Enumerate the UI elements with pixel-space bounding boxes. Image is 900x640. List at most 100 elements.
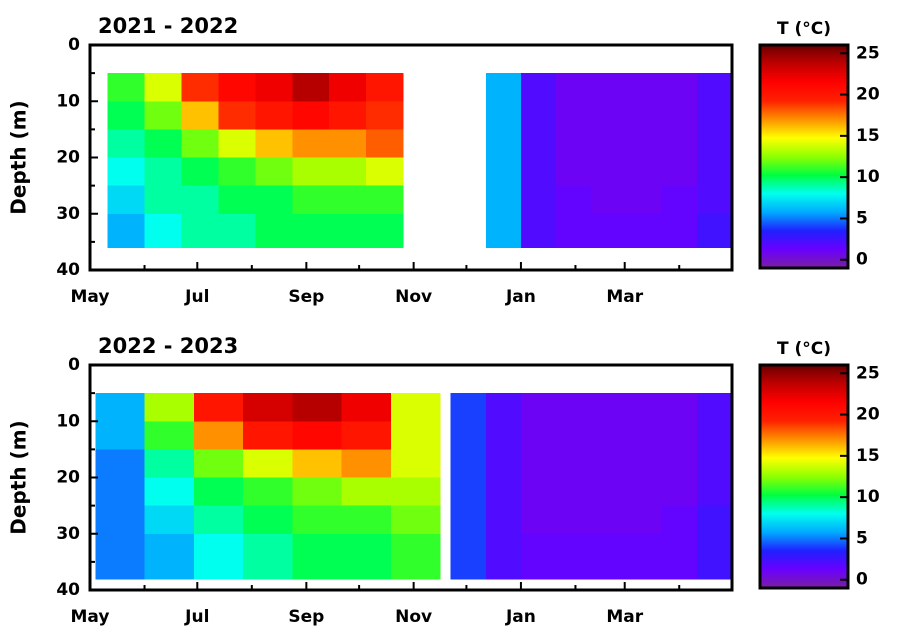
heat-cell xyxy=(107,101,146,130)
heat-cell xyxy=(661,533,698,580)
heat-cell xyxy=(390,533,441,580)
heat-cell xyxy=(520,449,557,478)
x-tick-label: Mar xyxy=(606,287,643,307)
x-tick-label: Mar xyxy=(606,607,643,627)
colorbar-tick-label: 20 xyxy=(856,85,880,105)
heat-cell xyxy=(144,477,195,507)
heat-cell xyxy=(366,157,404,187)
heat-cell xyxy=(485,505,522,535)
heat-cell xyxy=(329,185,367,215)
heat-cell xyxy=(144,533,195,580)
colorbar-tick-label: 5 xyxy=(856,208,868,228)
heat-cell xyxy=(292,449,343,478)
colorbar-tick-label: 25 xyxy=(856,363,880,383)
heat-cell xyxy=(144,449,195,478)
heat-cell xyxy=(661,393,698,422)
heat-cell xyxy=(696,477,733,507)
colorbar-label: T (°C) xyxy=(777,19,831,39)
heat-cell xyxy=(193,449,244,478)
heat-cell xyxy=(243,533,293,580)
heat-cell xyxy=(591,185,627,215)
heat-cell xyxy=(255,73,293,102)
heat-cell xyxy=(661,477,698,507)
heat-cell xyxy=(556,185,592,215)
heat-cell xyxy=(520,129,557,158)
y-tick-label: 40 xyxy=(56,260,80,280)
heat-cell xyxy=(144,213,182,248)
y-tick-label: 20 xyxy=(56,148,80,168)
heat-cell xyxy=(485,477,522,507)
heat-cell xyxy=(626,533,663,580)
heat-cell xyxy=(556,449,592,478)
heat-cell xyxy=(556,129,592,158)
heat-cell xyxy=(485,185,522,215)
y-tick-label: 30 xyxy=(56,204,80,224)
heat-cell xyxy=(485,421,522,450)
heat-cell xyxy=(95,533,146,580)
heat-cell xyxy=(181,101,219,130)
heat-cell xyxy=(341,505,392,535)
heat-cell xyxy=(485,393,522,422)
heat-cell xyxy=(661,505,698,535)
heat-cell xyxy=(390,421,441,450)
heat-cell xyxy=(193,533,244,580)
heat-cell xyxy=(243,477,293,507)
heat-cell xyxy=(292,185,330,215)
heat-cell xyxy=(341,533,392,580)
colorbar-tick-label: 10 xyxy=(856,167,880,187)
colorbar-tick-label: 0 xyxy=(856,250,868,270)
heat-cell xyxy=(193,393,244,422)
heat-cell xyxy=(193,421,244,450)
heat-cell xyxy=(107,129,146,158)
x-tick-label: Jan xyxy=(505,287,536,307)
heat-cell xyxy=(696,157,733,187)
colorbar-tick-label: 0 xyxy=(856,570,868,590)
heat-cell xyxy=(591,393,627,422)
heat-cell xyxy=(556,213,592,248)
panel-title: 2022 - 2023 xyxy=(98,334,238,358)
heat-cell xyxy=(591,73,627,102)
heat-cell xyxy=(696,101,733,130)
heat-cell xyxy=(591,477,627,507)
heat-cell xyxy=(520,213,557,248)
heat-cell xyxy=(450,421,487,450)
heat-cell xyxy=(450,449,487,478)
heat-cell xyxy=(144,157,182,187)
heat-cell xyxy=(696,213,733,248)
heat-cell xyxy=(696,421,733,450)
colorbar-tick-label: 15 xyxy=(856,126,880,146)
heat-cell xyxy=(556,393,592,422)
heat-cell xyxy=(341,393,392,422)
heat-cell xyxy=(626,213,663,248)
heat-cell xyxy=(292,73,330,102)
y-axis-label: Depth (m) xyxy=(7,100,31,214)
heat-cell xyxy=(450,477,487,507)
heat-cell xyxy=(591,505,627,535)
heat-cell xyxy=(218,73,256,102)
heat-cell xyxy=(107,213,146,248)
y-tick-label: 0 xyxy=(68,35,80,55)
heat-cell xyxy=(556,421,592,450)
heat-cell xyxy=(591,213,627,248)
heat-cell xyxy=(255,185,293,215)
heat-cell xyxy=(181,185,219,215)
heat-cell xyxy=(243,393,293,422)
y-axis-label: Depth (m) xyxy=(7,420,31,534)
heat-cell xyxy=(292,393,343,422)
heat-cell xyxy=(591,421,627,450)
heat-cell xyxy=(626,129,663,158)
heat-cell xyxy=(661,449,698,478)
heat-cell xyxy=(255,157,293,187)
heat-cell xyxy=(366,73,404,102)
colorbar-tick-label: 20 xyxy=(856,405,880,425)
heat-cell xyxy=(107,185,146,215)
heat-cell xyxy=(218,213,256,248)
heat-cell xyxy=(341,449,392,478)
heat-cell xyxy=(520,73,557,102)
heat-cell xyxy=(390,505,441,535)
heat-cell xyxy=(144,73,182,102)
heat-cell xyxy=(661,129,698,158)
heat-cell xyxy=(144,129,182,158)
heat-cell xyxy=(292,533,343,580)
heat-cell xyxy=(485,213,522,248)
